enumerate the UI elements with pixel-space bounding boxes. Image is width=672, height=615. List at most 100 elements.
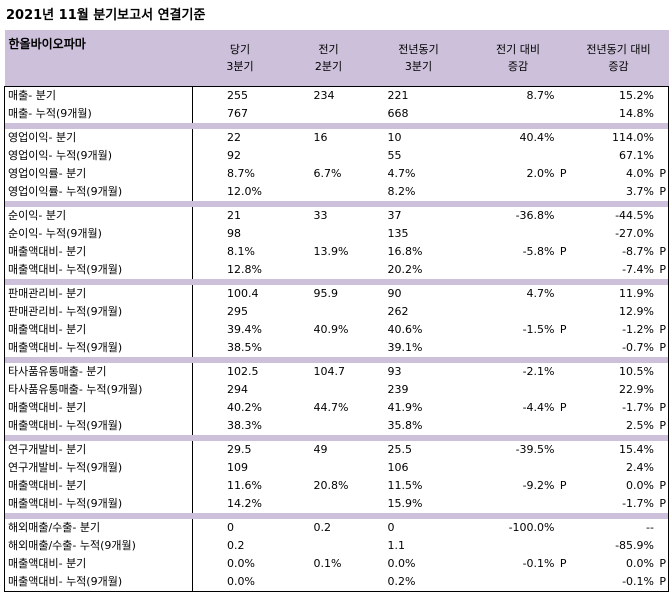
yoy-point-unit: P: [659, 479, 666, 492]
current-value: 11.6%: [227, 479, 262, 492]
qoq-change: -0.1% P: [468, 555, 569, 573]
current-value: 109: [227, 461, 248, 474]
yoy-change-value: 2.4%: [626, 461, 654, 474]
last-year-value: 20.2%: [387, 263, 423, 276]
last-year-value: 39.1%: [387, 341, 423, 354]
row-label: 매출액대비- 누적(9개월): [4, 573, 193, 592]
previous-value: [288, 303, 370, 321]
yoy-change-value: -27.0%: [615, 227, 654, 240]
table-row: 연구개발비- 분기 29.5 49 25.5 -39.5% 15.4%: [4, 441, 669, 459]
group-separator: [4, 123, 669, 129]
previous-value: 16: [313, 131, 328, 144]
current-value: 98: [227, 227, 241, 240]
previous-value: [288, 183, 370, 201]
group-separator: [4, 435, 669, 441]
table-row: 순이익- 분기 21 33 37 -36.8% -44.5%: [4, 207, 669, 225]
row-label: 매출액대비- 분기: [4, 477, 193, 495]
last-year-value: 90: [387, 287, 402, 300]
qoq-change-value: -39.5%: [515, 443, 555, 456]
previous-value: 95.9: [313, 287, 339, 300]
yoy-change: -1.7% P: [569, 399, 669, 417]
last-year-value: 11.5%: [387, 479, 423, 492]
last-year-value: 8.2%: [387, 185, 416, 198]
header-qoq-change: 전기 대비 증감: [467, 30, 569, 87]
yoy-change-value: 4.0%: [626, 167, 654, 180]
table-row: 매출액대비- 분기 11.6% 20.8% 11.5% -9.2% P 0.0% P: [4, 477, 669, 495]
qoq-change: -5.8% P: [468, 243, 569, 261]
qoq-change-value: 4.7%: [526, 287, 555, 300]
yoy-change: 11.9%: [569, 285, 669, 303]
table-row: 연구개발비- 누적(9개월) 109 106 2.4%: [4, 459, 669, 477]
current-value: 39.4%: [227, 323, 262, 336]
table-row: 타사품유통매출- 분기 102.5 104.7 93 -2.1% 10.5%: [4, 363, 669, 381]
group-separator: [4, 357, 669, 363]
previous-value: 104.7: [313, 365, 346, 378]
table-row: 영업이익- 누적(9개월) 92 55 67.1%: [4, 147, 669, 165]
current-value: 40.2%: [227, 401, 262, 414]
table-row: 매출액대비- 누적(9개월) 38.5% 39.1% -0.7% P: [4, 339, 669, 357]
yoy-change-value: -1.7%: [622, 401, 654, 414]
previous-value: 234: [313, 89, 335, 102]
last-year-value: 10: [387, 131, 402, 144]
row-label: 연구개발비- 누적(9개월): [4, 459, 193, 477]
yoy-change: -44.5%: [569, 207, 669, 225]
row-label: 매출액대비- 누적(9개월): [4, 339, 193, 357]
yoy-change: 3.7% P: [569, 183, 669, 201]
yoy-change: -7.4% P: [569, 261, 669, 279]
yoy-change-value: -1.2%: [622, 323, 654, 336]
qoq-change: -2.1%: [468, 363, 569, 381]
table-row: 매출- 분기 255 234 221 8.7% 15.2%: [4, 86, 669, 105]
table-row: 영업이익률- 분기 8.7% 6.7% 4.7% 2.0% P 4.0% P: [4, 165, 669, 183]
header-yoy-change: 전년동기 대비 증감: [568, 30, 669, 87]
previous-value: [288, 573, 370, 592]
group-separator: [4, 279, 669, 285]
qoq-change-value: -2.1%: [522, 365, 555, 378]
table-row: 매출액대비- 분기 8.1% 13.9% 16.8% -5.8% P -8.7% P: [4, 243, 669, 261]
yoy-change: -0.1% P: [569, 573, 669, 592]
last-year-value: 4.7%: [387, 167, 416, 180]
row-label: 매출액대비- 누적(9개월): [4, 417, 193, 435]
table-row: 매출액대비- 분기 40.2% 44.7% 41.9% -4.4% P -1.7% P: [4, 399, 669, 417]
qoq-point-unit: P: [559, 479, 567, 492]
qoq-change-value: -1.5%: [522, 323, 555, 336]
qoq-change-value: 2.0%: [526, 167, 555, 180]
current-value: 12.8%: [227, 263, 262, 276]
yoy-change-value: 0.0%: [626, 557, 654, 570]
row-label: 타사품유통매출- 누적(9개월): [4, 381, 193, 399]
row-label: 매출액대비- 누적(9개월): [4, 261, 193, 279]
row-label: 순이익- 누적(9개월): [4, 225, 193, 243]
row-label: 연구개발비- 분기: [4, 441, 193, 459]
qoq-change: 40.4%: [468, 129, 569, 147]
row-label: 매출액대비- 분기: [4, 243, 193, 261]
last-year-value: 262: [387, 305, 409, 318]
yoy-change-value: -1.7%: [622, 497, 654, 510]
qoq-point-unit: P: [559, 401, 567, 414]
previous-value: 40.9%: [313, 323, 349, 336]
current-value: 102.5: [227, 365, 259, 378]
yoy-change: 14.8%: [569, 105, 669, 123]
previous-value: 33: [313, 209, 328, 222]
current-value: 38.5%: [227, 341, 262, 354]
yoy-change: --: [569, 519, 669, 537]
yoy-point-unit: P: [659, 575, 666, 588]
qoq-point-unit: P: [559, 245, 567, 258]
previous-value: 0.1%: [313, 557, 342, 570]
yoy-change: -1.7% P: [569, 495, 669, 513]
current-value: 22: [227, 131, 241, 144]
previous-value: 20.8%: [313, 479, 349, 492]
current-value: 92: [227, 149, 241, 162]
row-label: 순이익- 분기: [4, 207, 193, 225]
yoy-change: 15.4%: [569, 441, 669, 459]
qoq-change: 4.7%: [468, 285, 569, 303]
qoq-change: [468, 381, 569, 399]
row-label: 매출액대비- 누적(9개월): [4, 495, 193, 513]
current-value: 294: [227, 383, 248, 396]
yoy-change: -1.2% P: [569, 321, 669, 339]
yoy-change: 22.9%: [569, 381, 669, 399]
current-value: 14.2%: [227, 497, 262, 510]
header-last-year: 전년동기 3분기: [369, 30, 468, 87]
yoy-point-unit: P: [659, 401, 666, 414]
previous-value: [288, 495, 370, 513]
yoy-change-value: 11.9%: [619, 287, 654, 300]
separator-band: [4, 279, 669, 285]
